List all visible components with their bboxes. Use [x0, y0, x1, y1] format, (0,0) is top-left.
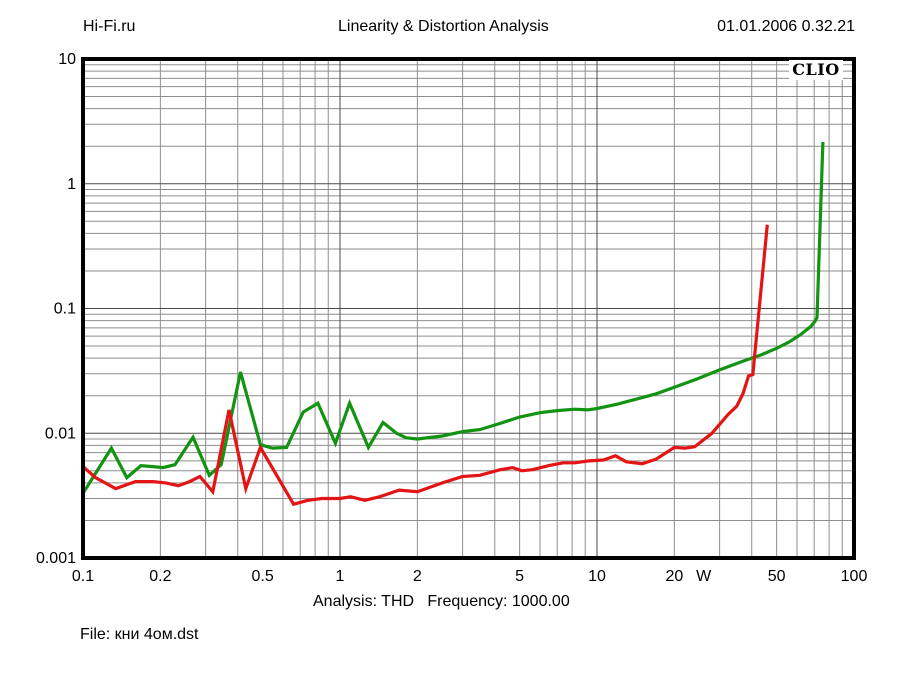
x-axis-unit-label: W [696, 568, 712, 585]
x-tick-label: 0.5 [252, 568, 274, 585]
y-tick-label: 0.1 [54, 301, 76, 318]
x-tick-label: 1 [336, 568, 345, 585]
x-tick-label: 100 [841, 568, 868, 585]
analysis-status-line: Analysis: THD Frequency: 1000.00 [313, 593, 570, 610]
thd-curve-red [81, 224, 769, 507]
site-label: Hi-Fi.ru [83, 18, 136, 35]
y-tick-label: 0.001 [36, 550, 76, 567]
y-tick-label: 1 [67, 176, 76, 193]
page-title: Linearity & Distortion Analysis [338, 18, 549, 35]
x-tick-label: 2 [413, 568, 422, 585]
x-tick-label: 5 [515, 568, 524, 585]
thd-curve-green [81, 141, 825, 495]
y-tick-label: 0.01 [45, 425, 76, 442]
x-tick-label: 20 [665, 568, 683, 585]
x-tick-label: 0.2 [149, 568, 171, 585]
x-tick-label: 50 [768, 568, 786, 585]
x-tick-label: 0.1 [72, 568, 94, 585]
datetime-label: 01.01.2006 0.32.21 [717, 18, 855, 35]
clio-logo: CLIO [789, 60, 843, 80]
plot-border [81, 57, 856, 560]
file-name-line: File: кни 4ом.dst [80, 626, 199, 643]
y-tick-label: 10 [58, 51, 76, 68]
x-tick-label: 10 [588, 568, 606, 585]
